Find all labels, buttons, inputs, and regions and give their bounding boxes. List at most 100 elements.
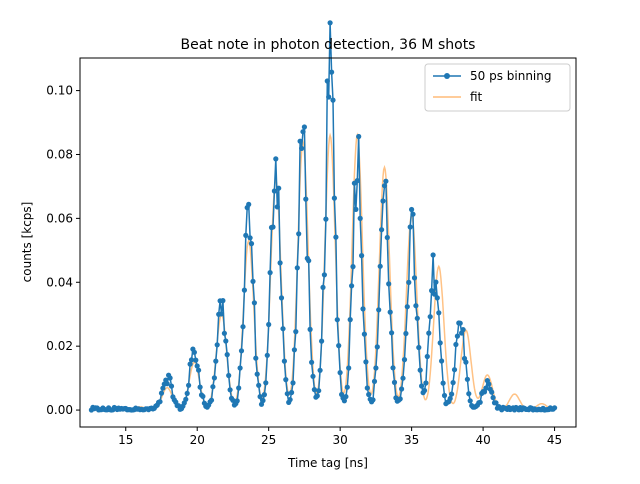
data-point [274,204,280,210]
y-tick-label: 0.06 [46,211,73,225]
data-point [223,338,229,344]
data-point [306,258,312,264]
data-point [164,381,170,387]
data-point [247,235,253,241]
chart-title: Beat note in photon detection, 36 M shot… [181,37,476,53]
data-point [276,185,282,191]
data-point [467,398,473,404]
data-point [273,156,279,162]
data-point [477,399,483,405]
data-point [383,178,389,184]
data-point [337,370,343,376]
data-point [410,211,416,217]
legend-label-data: 50 ps binning [470,69,552,83]
data-point [379,227,385,233]
data-point [361,331,367,337]
data-point [434,295,440,301]
data-point [552,405,558,411]
data-point [424,353,430,360]
data-point [221,330,227,336]
data-point [301,124,307,130]
data-point [463,359,469,365]
data-point [227,387,233,393]
data-point [430,252,436,258]
data-point [297,138,303,144]
data-point [454,333,460,339]
data-point [437,340,443,346]
data-point [211,375,217,381]
data-point [440,380,446,386]
data-point [411,275,418,281]
data-point [263,380,269,386]
data-point [230,397,236,403]
data-point [327,20,333,26]
data-point [236,385,242,391]
data-point [280,326,286,332]
data-point [344,384,350,390]
data-point [261,392,267,398]
data-point [360,306,366,312]
plot-frame [79,57,577,428]
data-point [278,295,285,301]
data-point [373,365,379,371]
data-point [489,389,495,395]
data-point [303,196,309,202]
data-point [253,355,259,361]
y-tick-label: 0.00 [46,403,73,417]
data-point [299,145,305,151]
data-point [260,397,266,404]
data-point [449,391,455,397]
data-point [321,272,327,278]
data-point [218,311,225,317]
data-point [404,304,410,310]
data-point [266,321,272,328]
legend-label-fit: fit [470,90,483,104]
data-point [359,253,365,259]
data-point [493,400,499,406]
data-point [158,390,165,396]
data-point [267,270,273,276]
x-axis-label: Time tag [ns] [287,456,368,470]
data-point [343,394,349,400]
data-point [336,343,342,349]
data-point [429,288,435,294]
x-axis-ticks: 15 20 25 30 35 40 45 [118,427,562,447]
data-point [191,349,197,355]
data-point [426,330,432,336]
data-point [403,330,409,337]
data-point [238,348,245,354]
data-point [316,388,322,394]
data-point [389,330,395,336]
data-point [363,359,369,365]
data-point [314,393,320,399]
data-point [356,133,362,140]
data-point [184,390,190,396]
data-point [326,94,332,100]
data-point [486,381,492,387]
data-point [224,352,230,358]
data-point [331,195,337,201]
data-point [290,380,296,386]
x-tick-label: 15 [118,433,133,447]
data-point [168,383,175,389]
data-point [251,300,257,306]
data-point [291,347,297,353]
data-point [296,231,302,237]
data-point [250,278,256,284]
y-tick-label: 0.02 [46,339,73,353]
data-point [346,365,352,371]
y-tick-label: 0.10 [46,84,73,98]
x-tick-label: 20 [190,433,205,447]
data-point [214,342,220,348]
data-point [183,396,189,402]
data-point [451,367,458,373]
x-tick-label: 45 [547,433,562,447]
data-point [200,393,206,399]
data-point [349,283,355,289]
data-point [317,367,323,373]
data-point [187,361,193,367]
data-series-layer [88,20,558,413]
data-point [417,367,423,373]
data-point [384,234,390,241]
data-point [453,341,459,348]
